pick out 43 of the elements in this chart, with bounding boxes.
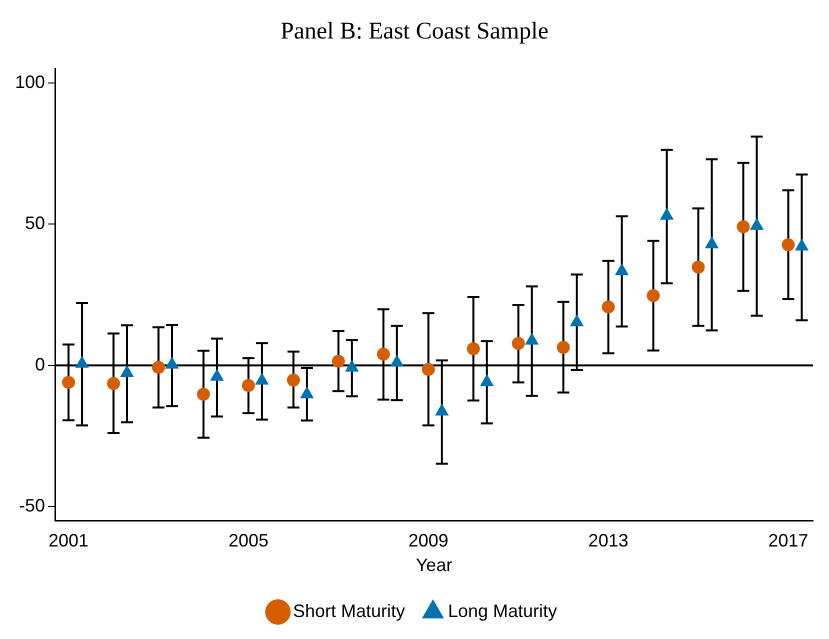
- point: [704, 236, 719, 248]
- point: [466, 342, 480, 356]
- point: [107, 377, 120, 390]
- point: [255, 372, 269, 385]
- point: [512, 336, 525, 350]
- point: [376, 348, 390, 361]
- point: [614, 263, 629, 276]
- legend-label: Long Maturity: [448, 600, 558, 621]
- x-axis-title: Year: [416, 555, 452, 576]
- x-tick-label: 2005: [228, 530, 268, 551]
- point: [210, 368, 224, 381]
- point: [646, 289, 660, 302]
- chart-title: Panel B: East Coast Sample: [280, 18, 548, 45]
- point: [332, 354, 345, 368]
- point: [422, 362, 435, 376]
- point: [300, 386, 314, 398]
- legend-label: Short Maturity: [292, 600, 405, 621]
- point: [660, 208, 674, 220]
- point: [120, 365, 134, 378]
- point: [602, 300, 615, 314]
- point: [556, 340, 570, 354]
- point: [570, 314, 584, 326]
- y-tick-label: -50: [19, 496, 46, 516]
- x-tick-label: 2017: [768, 530, 808, 551]
- point: [242, 378, 255, 392]
- point: [62, 376, 76, 389]
- point: [152, 360, 165, 374]
- point: [344, 360, 359, 372]
- point: [390, 354, 404, 367]
- point: [480, 374, 494, 386]
- point: [524, 332, 539, 345]
- x-tick-label: 2009: [408, 530, 448, 551]
- point: [794, 238, 809, 250]
- point: [196, 388, 210, 401]
- x-tick-label: 2001: [48, 530, 89, 551]
- point: [286, 374, 300, 387]
- point: [750, 218, 764, 230]
- point: [165, 356, 179, 369]
- x-tick-label: 2013: [588, 530, 628, 551]
- y-tick-label: 100: [14, 72, 46, 92]
- y-tick-label: 0: [35, 354, 46, 374]
- point: [75, 356, 89, 368]
- y-tick-label: 50: [25, 213, 46, 234]
